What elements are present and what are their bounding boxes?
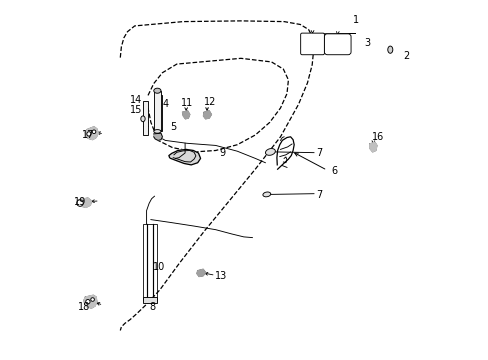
Text: 16: 16 [371, 132, 383, 142]
Text: 7: 7 [316, 190, 322, 200]
Text: 4: 4 [162, 99, 168, 109]
Polygon shape [182, 111, 189, 119]
Ellipse shape [387, 46, 392, 53]
Text: 6: 6 [330, 166, 336, 176]
Bar [153, 91, 161, 131]
Text: 13: 13 [215, 271, 227, 282]
Ellipse shape [153, 130, 161, 133]
Text: 17: 17 [81, 130, 94, 140]
Text: 14: 14 [129, 95, 142, 105]
Text: 2: 2 [402, 51, 408, 61]
Bar [142, 224, 156, 300]
Polygon shape [203, 111, 211, 119]
Text: 1: 1 [352, 15, 358, 25]
Polygon shape [197, 269, 205, 276]
Circle shape [77, 200, 83, 206]
Polygon shape [153, 133, 162, 140]
Text: 18: 18 [78, 302, 90, 312]
Ellipse shape [153, 88, 161, 93]
Text: 5: 5 [170, 122, 176, 132]
Circle shape [87, 132, 91, 136]
FancyBboxPatch shape [324, 34, 350, 55]
Ellipse shape [263, 192, 270, 197]
Polygon shape [369, 142, 376, 152]
Polygon shape [85, 127, 98, 140]
FancyBboxPatch shape [300, 33, 324, 55]
Bar [155, 95, 162, 131]
Ellipse shape [141, 116, 145, 122]
Bar [142, 101, 148, 135]
Polygon shape [84, 295, 97, 308]
Text: 7: 7 [316, 148, 322, 158]
Circle shape [91, 298, 94, 301]
Text: 15: 15 [130, 105, 142, 115]
Circle shape [85, 300, 90, 304]
Text: 3: 3 [364, 38, 370, 48]
Text: 8: 8 [149, 302, 156, 312]
Text: 10: 10 [152, 262, 164, 272]
Text: 19: 19 [73, 197, 85, 207]
Ellipse shape [265, 149, 275, 155]
Text: 11: 11 [181, 98, 193, 108]
Polygon shape [77, 198, 91, 207]
Circle shape [92, 130, 96, 134]
Polygon shape [168, 149, 200, 165]
Text: 12: 12 [203, 96, 216, 107]
Text: 9: 9 [220, 148, 225, 158]
Bar [142, 297, 156, 303]
